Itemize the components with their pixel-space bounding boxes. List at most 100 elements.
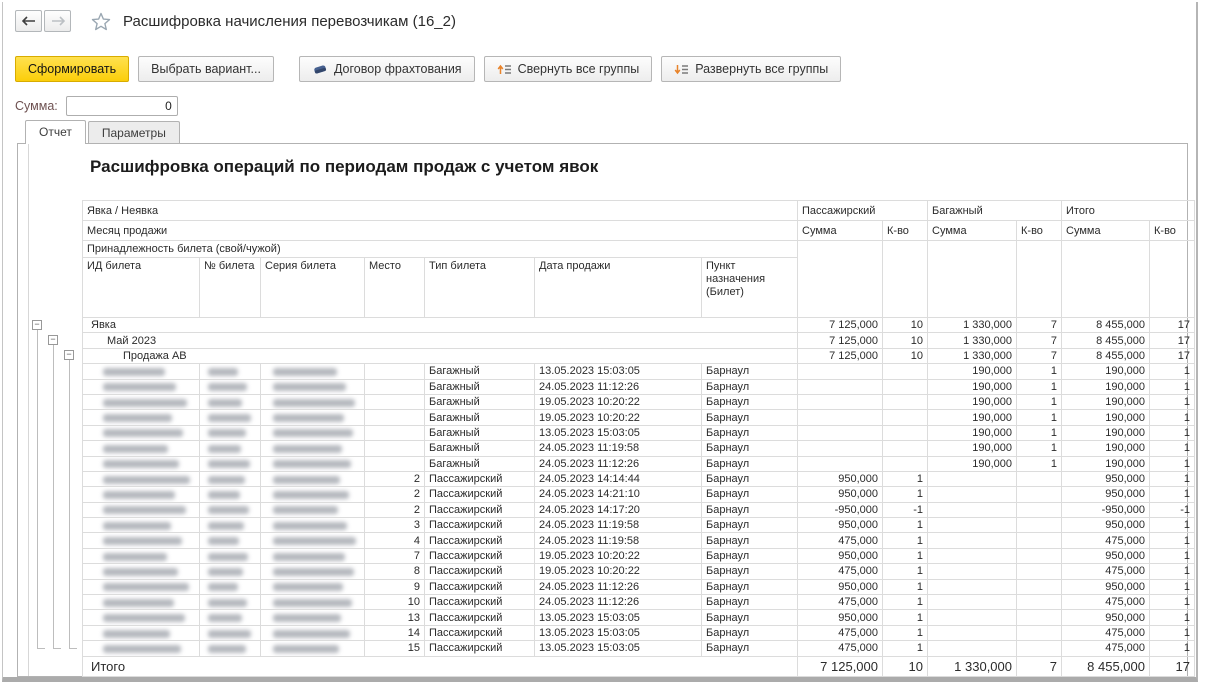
cell-ticket-type[interactable]: Багажный	[424, 363, 535, 380]
cell-tq[interactable]: 1	[1148, 409, 1196, 426]
cell-ticket-series-redacted[interactable]	[260, 455, 365, 472]
cell-seat[interactable]: 2	[364, 486, 425, 503]
cell-ticket-number-redacted[interactable]	[199, 578, 261, 596]
group-label[interactable]: Май 2023	[82, 332, 798, 349]
charter-agreement-button[interactable]: Договор фрахтования	[298, 56, 475, 82]
cell-bs[interactable]	[927, 547, 1017, 565]
cell-ticket-id-redacted[interactable]	[82, 547, 200, 565]
cell-ticket-id-redacted[interactable]	[82, 609, 200, 626]
cell-ticket-number-redacted[interactable]	[199, 440, 261, 457]
cell-ts[interactable]: 950,000	[1061, 470, 1150, 488]
cell-bq[interactable]	[1016, 486, 1062, 503]
cell-destination[interactable]: Барнаул	[701, 501, 798, 519]
back-button[interactable]	[15, 10, 42, 32]
header-total-qty[interactable]: К-во	[1148, 220, 1196, 241]
cell-bs[interactable]: 190,000	[927, 455, 1017, 472]
header-ticket-number[interactable]: № билета	[199, 257, 261, 318]
cell-pq[interactable]: 1	[882, 609, 928, 626]
cell-ticket-number-redacted[interactable]	[199, 409, 261, 426]
cell-seat[interactable]	[364, 440, 425, 457]
cell-destination[interactable]: Барнаул	[701, 440, 798, 457]
cell-ticket-id-redacted[interactable]	[82, 440, 200, 457]
group-label[interactable]: Явка	[82, 316, 798, 334]
cell-ticket-series-redacted[interactable]	[260, 609, 365, 626]
header-group-passenger[interactable]: Пассажирский	[797, 200, 928, 221]
cell-destination[interactable]: Барнаул	[701, 624, 798, 642]
cell-ticket-id-redacted[interactable]	[82, 455, 200, 472]
cell-ps[interactable]: 475,000	[797, 563, 883, 580]
cell-destination[interactable]: Барнаул	[701, 640, 798, 657]
cell-tq[interactable]: 1	[1148, 393, 1196, 411]
cell-ticket-number-redacted[interactable]	[199, 624, 261, 642]
cell-ticket-type[interactable]: Багажный	[424, 378, 535, 395]
cell-ts[interactable]: 475,000	[1061, 594, 1150, 611]
cell-ticket-number-redacted[interactable]	[199, 424, 261, 442]
header-baggage-sum[interactable]: Сумма	[927, 220, 1017, 241]
cell-ticket-type[interactable]: Пассажирский	[424, 594, 535, 611]
cell-sale-date[interactable]: 13.05.2023 15:03:05	[534, 424, 702, 442]
cell-ticket-type[interactable]: Пассажирский	[424, 486, 535, 503]
cell-ps[interactable]: 475,000	[797, 640, 883, 657]
header-total-sum[interactable]: Сумма	[1061, 220, 1150, 241]
cell-sale-date[interactable]: 19.05.2023 10:20:22	[534, 547, 702, 565]
cell-ticket-number-redacted[interactable]	[199, 517, 261, 534]
cell-destination[interactable]: Барнаул	[701, 609, 798, 626]
cell-tq[interactable]: 1	[1148, 440, 1196, 457]
cell-ticket-id-redacted[interactable]	[82, 532, 200, 549]
cell-ticket-id-redacted[interactable]	[82, 578, 200, 596]
cell-ts[interactable]: -950,000	[1061, 501, 1150, 519]
cell-ticket-series-redacted[interactable]	[260, 640, 365, 657]
cell-ps[interactable]: 950,000	[797, 547, 883, 565]
cell-seat[interactable]: 14	[364, 624, 425, 642]
cell-seat[interactable]: 10	[364, 594, 425, 611]
cell-ts[interactable]: 190,000	[1061, 440, 1150, 457]
cell-ticket-number-redacted[interactable]	[199, 532, 261, 549]
cell-tq[interactable]: 1	[1148, 517, 1196, 534]
cell-bq[interactable]: 1	[1016, 393, 1062, 411]
cell-seat[interactable]	[364, 378, 425, 395]
cell-ticket-series-redacted[interactable]	[260, 486, 365, 503]
cell-pq[interactable]	[882, 440, 928, 457]
header-seat[interactable]: Место	[364, 257, 425, 318]
cell-sale-date[interactable]: 19.05.2023 10:20:22	[534, 409, 702, 426]
cell-bq[interactable]	[1016, 563, 1062, 580]
cell-bq[interactable]	[1016, 532, 1062, 549]
header-ticket-ownership[interactable]: Принадлежность билета (свой/чужой)	[82, 240, 798, 258]
cell-pq[interactable]: 1	[882, 532, 928, 549]
cell-bq[interactable]: 1	[1016, 424, 1062, 442]
header-ticket-id[interactable]: ИД билета	[82, 257, 200, 318]
cell-ticket-number-redacted[interactable]	[199, 609, 261, 626]
cell-ts[interactable]: 475,000	[1061, 624, 1150, 642]
cell-tq[interactable]: 1	[1148, 578, 1196, 596]
cell-destination[interactable]: Барнаул	[701, 455, 798, 472]
cell-ticket-number-redacted[interactable]	[199, 486, 261, 503]
cell-bs[interactable]	[927, 501, 1017, 519]
cell-ps[interactable]: 475,000	[797, 624, 883, 642]
cell-pq[interactable]	[882, 424, 928, 442]
cell-ticket-id-redacted[interactable]	[82, 563, 200, 580]
cell-seat[interactable]	[364, 363, 425, 380]
collapse-expander-level3[interactable]: −	[64, 350, 74, 360]
cell-ps[interactable]: 950,000	[797, 486, 883, 503]
cell-destination[interactable]: Барнаул	[701, 594, 798, 611]
cell-ticket-series-redacted[interactable]	[260, 578, 365, 596]
header-passenger-sum[interactable]: Сумма	[797, 220, 883, 241]
cell-tq[interactable]: 1	[1148, 640, 1196, 657]
total-cell-bq[interactable]: 7	[1016, 655, 1062, 677]
cell-destination[interactable]: Барнаул	[701, 547, 798, 565]
cell-ticket-type[interactable]: Пассажирский	[424, 532, 535, 549]
cell-ticket-number-redacted[interactable]	[199, 393, 261, 411]
cell-destination[interactable]: Барнаул	[701, 532, 798, 549]
cell-destination[interactable]: Барнаул	[701, 486, 798, 503]
cell-ticket-number-redacted[interactable]	[199, 501, 261, 519]
header-ticket-type[interactable]: Тип билета	[424, 257, 535, 318]
group-cell-bs[interactable]: 1 330,000	[927, 332, 1017, 349]
cell-ticket-number-redacted[interactable]	[199, 363, 261, 380]
cell-sale-date[interactable]: 13.05.2023 15:03:05	[534, 363, 702, 380]
cell-ps[interactable]	[797, 455, 883, 472]
cell-ticket-series-redacted[interactable]	[260, 409, 365, 426]
cell-ticket-type[interactable]: Багажный	[424, 409, 535, 426]
cell-pq[interactable]: 1	[882, 470, 928, 488]
cell-tq[interactable]: 1	[1148, 455, 1196, 472]
cell-sale-date[interactable]: 19.05.2023 10:20:22	[534, 393, 702, 411]
